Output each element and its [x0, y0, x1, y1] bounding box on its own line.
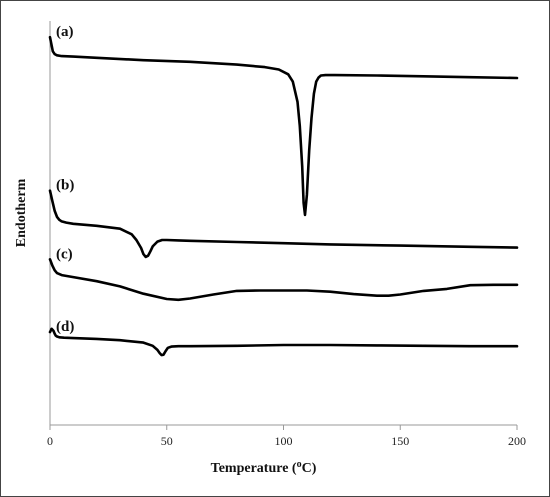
x-tick-label-3: 150	[391, 434, 409, 448]
curve-b	[48, 189, 519, 259]
x-tick-label-2: 100	[275, 434, 293, 448]
x-axis-title-main: Temperature (	[211, 461, 297, 476]
x-tick-label-4: 200	[508, 434, 526, 448]
x-tick-label-1: 50	[161, 434, 173, 448]
curve-labels-group: (a) (b) (c) (d)	[56, 24, 74, 335]
x-tick-label-0: 0	[47, 434, 53, 448]
curve-label-b: (b)	[56, 178, 74, 194]
curves-group	[48, 35, 519, 357]
y-axis-title: Endotherm	[14, 178, 29, 247]
x-axis-title-unit: C)	[302, 461, 317, 476]
curve-label-d: (d)	[56, 319, 74, 335]
curve-label-a: (a)	[56, 24, 74, 40]
curve-c	[48, 258, 519, 302]
curve-a	[48, 35, 519, 217]
x-axis-title: Temperature (oC)	[211, 459, 317, 477]
x-axis-ticks: 0 50 100 150 200	[47, 425, 526, 448]
curve-d	[48, 327, 519, 357]
x-axis-title-superscript: o	[297, 459, 302, 470]
curve-label-c: (c)	[56, 246, 73, 262]
